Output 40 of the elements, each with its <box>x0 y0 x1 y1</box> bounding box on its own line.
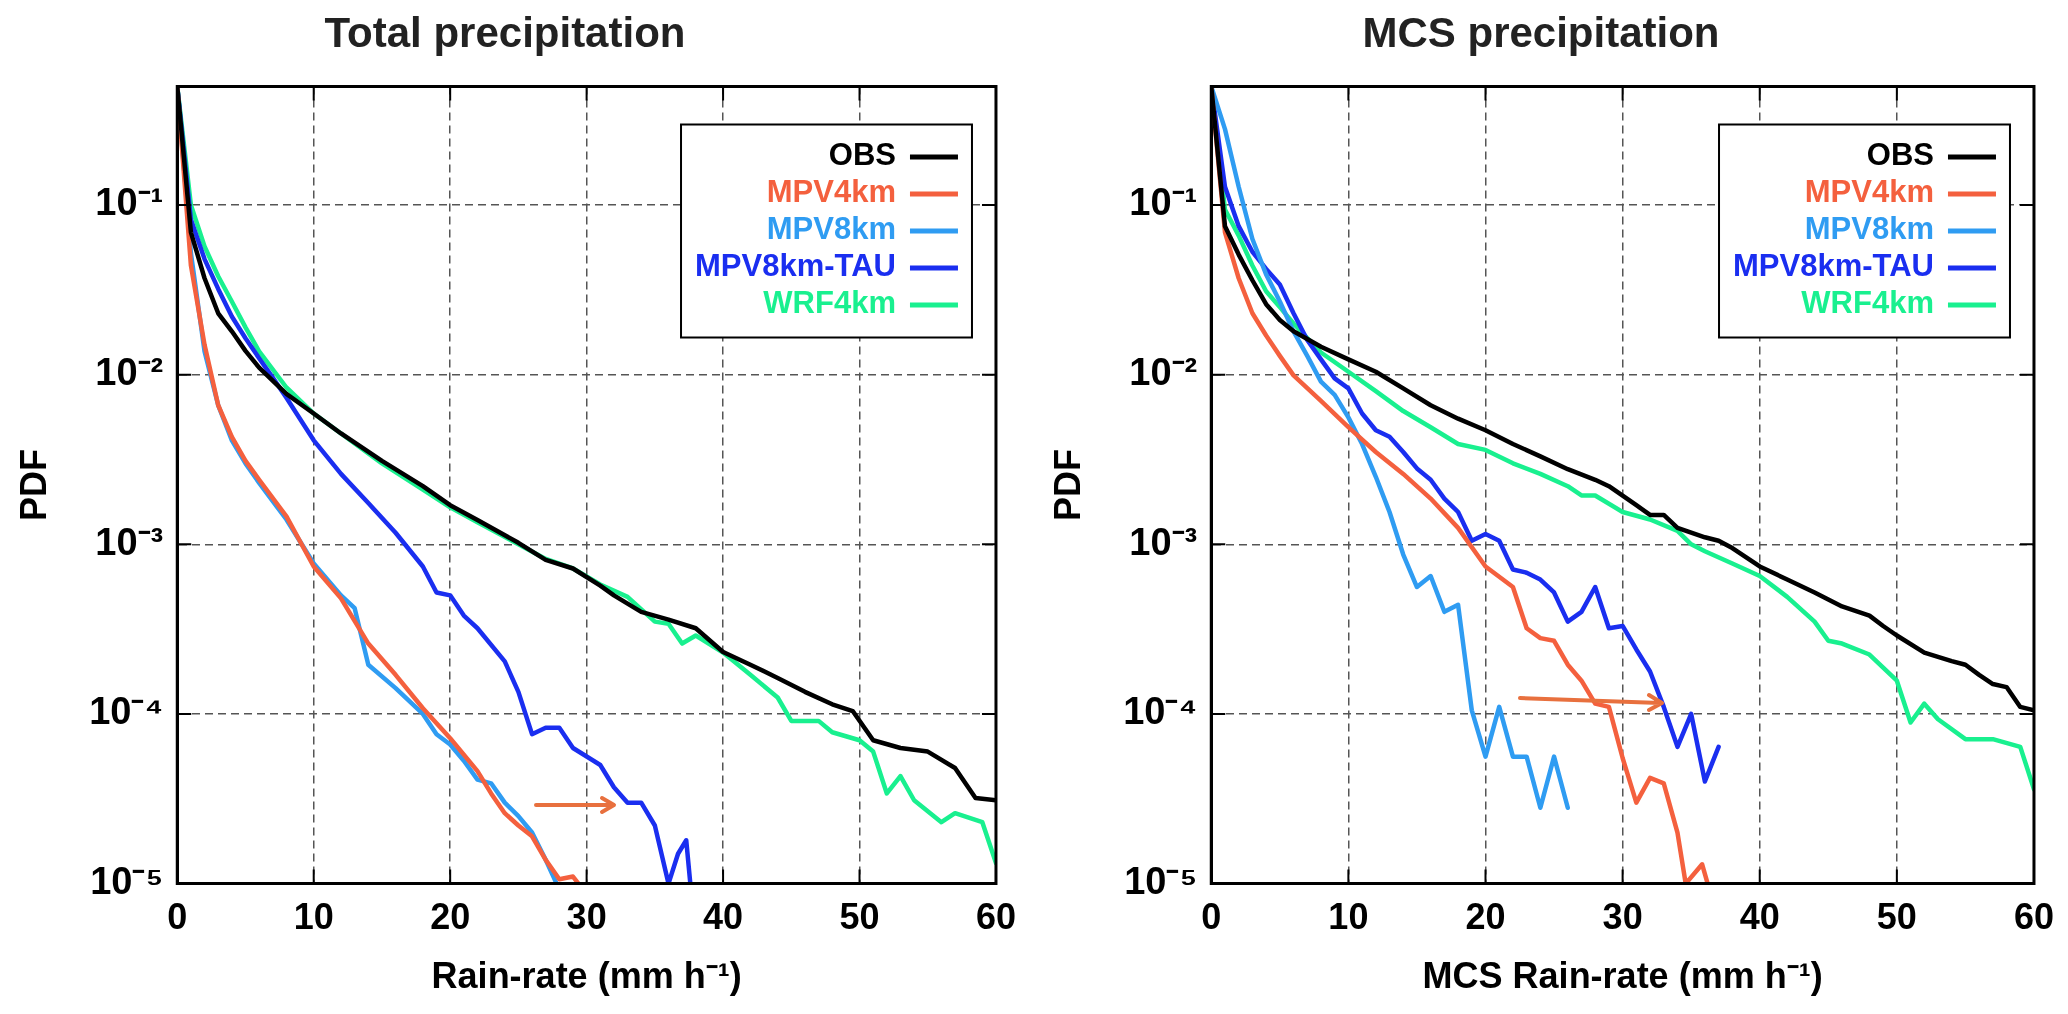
x-axis-title: Rain-rate (mm h⁻¹) <box>431 955 742 997</box>
y-tick-label: 10⁻² <box>95 351 164 394</box>
x-tick-label: 30 <box>566 896 607 938</box>
y-axis-title: PDF <box>1046 449 1088 521</box>
y-tick-label: 10⁻¹ <box>95 181 164 224</box>
x-tick-label: 20 <box>430 896 471 938</box>
legend-label: MPV8km-TAU <box>695 248 896 284</box>
x-tick-label: 0 <box>167 896 188 938</box>
chart-title: MCS precipitation <box>1362 8 1720 56</box>
chart-title: Total precipitation <box>324 8 686 56</box>
x-tick-label: 40 <box>1739 896 1780 938</box>
legend-label: WRF4km <box>763 285 896 321</box>
y-axis-title: PDF <box>12 449 54 521</box>
x-tick-label: 20 <box>1465 896 1506 938</box>
x-tick-label: 10 <box>293 896 334 938</box>
x-tick-label: 30 <box>1602 896 1643 938</box>
legend-label: MPV8km <box>1804 211 1934 247</box>
x-axis-title: MCS Rain-rate (mm h⁻¹) <box>1422 955 1823 997</box>
x-tick-label: 60 <box>2013 896 2054 938</box>
legend-label: MPV8km <box>766 211 896 247</box>
x-tick-label: 10 <box>1328 896 1369 938</box>
y-tick-label: 10⁻² <box>1129 351 1198 394</box>
x-tick-label: 60 <box>975 896 1016 938</box>
y-tick-label: 10⁻⁵ <box>90 860 164 903</box>
legend-label: OBS <box>828 137 896 173</box>
y-tick-label: 10⁻⁵ <box>1124 860 1198 903</box>
x-tick-label: 40 <box>703 896 744 938</box>
legend-label: MPV8km-TAU <box>1733 248 1934 284</box>
y-tick-label: 10⁻³ <box>95 520 164 563</box>
x-tick-label: 50 <box>1876 896 1917 938</box>
x-tick-label: 0 <box>1201 896 1222 938</box>
legend-label: MPV4km <box>1804 174 1934 210</box>
y-tick-label: 10⁻¹ <box>1129 181 1198 224</box>
legend-label: MPV4km <box>766 174 896 210</box>
y-tick-label: 10⁻⁴ <box>1123 690 1198 733</box>
legend-label: OBS <box>1866 137 1934 173</box>
y-tick-label: 10⁻⁴ <box>89 690 164 733</box>
legend-label: WRF4km <box>1801 285 1934 321</box>
x-tick-label: 50 <box>839 896 880 938</box>
y-tick-label: 10⁻³ <box>1129 520 1198 563</box>
